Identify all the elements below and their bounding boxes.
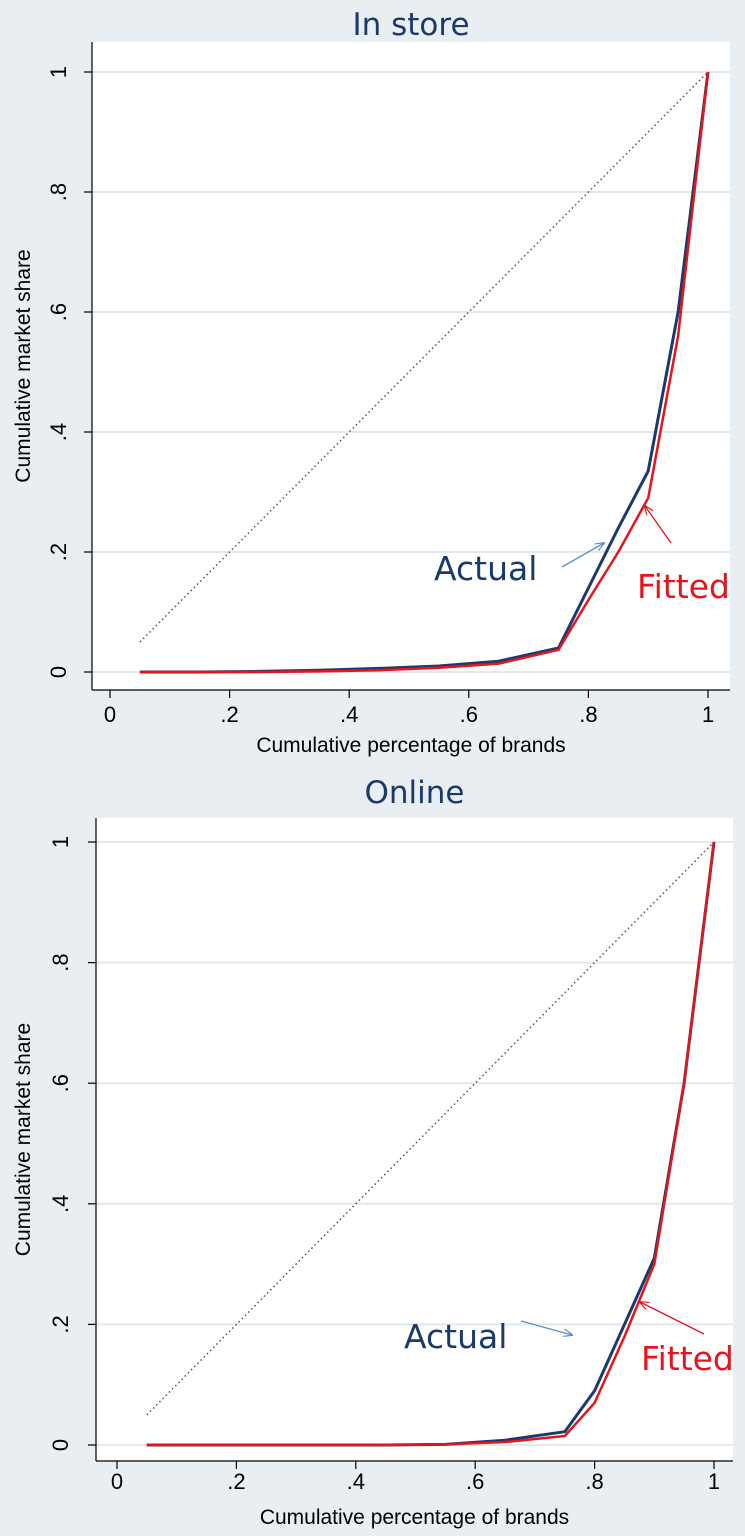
plot-area (92, 42, 730, 690)
y-tick-label: .6 (48, 1074, 73, 1092)
y-tick-label: 0 (48, 1439, 73, 1451)
chart-panel-in-store: In store 0 .2 .4 .6 .8 1 0 .2 .4 .6 .8 1 Cumulative p… (0, 0, 745, 768)
x-tick-label: 0 (104, 702, 116, 727)
y-axis-label: Cumulative market share (12, 1023, 35, 1256)
x-tick-label: .4 (347, 1469, 365, 1494)
series-line-fitted (146, 841, 716, 1447)
y-tick-label: .8 (46, 183, 71, 201)
x-tick-label: .4 (340, 702, 358, 727)
series-line-fitted (139, 71, 710, 674)
y-tick-label: .4 (48, 1195, 73, 1213)
annotation-fitted: Fitted (637, 567, 730, 606)
chart-in-store: In store 0 .2 .4 .6 .8 1 0 .2 .4 .6 .8 1 Cumulative p… (12, 7, 730, 757)
y-tick-label: .2 (46, 543, 71, 561)
x-axis-label: Cumulative percentage of brands (256, 734, 565, 757)
plot-area (96, 818, 733, 1461)
y-tick-label: 1 (48, 836, 73, 848)
x-tick-label: 1 (702, 702, 714, 727)
x-tick-label: 1 (708, 1469, 720, 1494)
x-tick-label: .2 (227, 1469, 245, 1494)
y-tick-label: .8 (48, 953, 73, 971)
chart-panel-online: Online 0 .2 .4 .6 .8 1 0 .2 .4 .6 .8 1 Cumulative per… (0, 768, 745, 1536)
annotation-arrow-actual (561, 543, 604, 568)
x-tick-label: .6 (466, 1469, 484, 1494)
diagonal-line (139, 71, 709, 643)
annotation-actual: Actual (434, 549, 537, 588)
chart-title: Online (365, 775, 465, 811)
chart-title: In store (352, 7, 469, 43)
annotation-arrow-fitted (640, 1302, 705, 1335)
y-tick-label: .4 (46, 423, 71, 441)
x-tick-label: .6 (460, 702, 478, 727)
y-axis-label: Cumulative market share (12, 249, 35, 482)
x-tick-label: .8 (579, 702, 597, 727)
x-axis-label: Cumulative percentage of brands (260, 1506, 569, 1529)
x-tick-label: .8 (585, 1469, 603, 1494)
diagonal-line (146, 841, 715, 1416)
annotation-actual: Actual (404, 1317, 507, 1356)
y-tick-label: 1 (46, 66, 71, 78)
annotation-arrow-actual (520, 1320, 572, 1335)
annotation-arrow-fitted (645, 506, 672, 544)
y-tick-label: .6 (46, 303, 71, 321)
x-tick-label: 0 (111, 1469, 123, 1494)
annotation-fitted: Fitted (641, 1339, 734, 1378)
y-tick-label: .2 (48, 1315, 73, 1333)
y-tick-label: 0 (46, 666, 71, 678)
chart-online: Online 0 .2 .4 .6 .8 1 0 .2 .4 .6 .8 1 Cumulative per… (12, 775, 734, 1529)
x-tick-label: .2 (220, 702, 238, 727)
